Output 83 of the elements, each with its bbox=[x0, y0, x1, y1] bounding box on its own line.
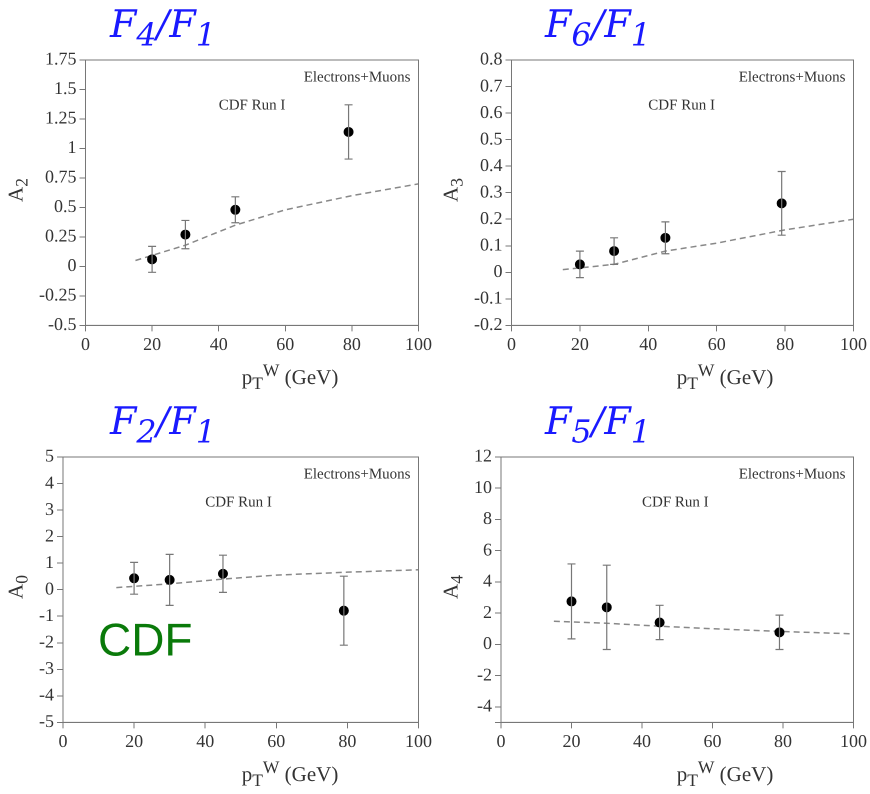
x-axis-title: p$_{T}$$^{W}$ (GeV) bbox=[676, 757, 774, 792]
y-tick-label: 0.8 bbox=[480, 48, 502, 69]
annotation: CDF Run I bbox=[648, 97, 715, 114]
annotation: CDF Run I bbox=[218, 97, 286, 114]
y-tick-label: 0.1 bbox=[480, 234, 502, 255]
annotation: Electrons+Muons bbox=[304, 69, 411, 86]
x-tick-label: 20 bbox=[570, 334, 589, 354]
y-tick-label: 1.5 bbox=[54, 78, 76, 98]
y-tick-label: 1 bbox=[67, 137, 76, 158]
x-tick-label: 20 bbox=[125, 730, 144, 751]
y-tick-label: -0.2 bbox=[474, 314, 502, 334]
y-tick-label: 10 bbox=[474, 476, 492, 497]
y-tick-label: 4 bbox=[483, 570, 492, 591]
x-tick-label: 40 bbox=[633, 730, 651, 751]
y-tick-label: 1 bbox=[44, 552, 54, 572]
y-tick-label: 5 bbox=[44, 446, 54, 466]
y-tick-label: 0.4 bbox=[480, 154, 502, 175]
annotation: CDF Run I bbox=[205, 494, 272, 510]
line-series bbox=[116, 569, 418, 588]
x-tick-label: 20 bbox=[143, 334, 162, 354]
annotation: Electrons+Muons bbox=[738, 466, 846, 482]
y-tick-label: 0 bbox=[44, 578, 54, 598]
y-tick-label: 1.75 bbox=[44, 48, 76, 69]
y-tick-label: 0.3 bbox=[480, 181, 502, 202]
x-tick-label: 60 bbox=[704, 730, 722, 751]
x-tick-label: 40 bbox=[639, 334, 658, 354]
x-tick-label: 40 bbox=[196, 730, 214, 751]
x-axis-title: p$_{T}$$^{W}$ (GeV) bbox=[240, 360, 340, 394]
x-axis-title: p$_{T}$$^{W}$ (GeV) bbox=[676, 360, 774, 394]
x-tick-label: 20 bbox=[562, 730, 580, 751]
y-tick-label: -2 bbox=[38, 632, 54, 652]
y-tick-label: 0.6 bbox=[480, 102, 502, 122]
chart-title: F$_{6}$/F$_{1}$ bbox=[545, 2, 651, 54]
y-tick-label: 2 bbox=[44, 525, 54, 546]
y-tick-label: 3 bbox=[44, 498, 54, 519]
y-tick-label: -3 bbox=[38, 658, 54, 678]
chart-title: F$_{5}$/F$_{1}$ bbox=[545, 399, 651, 451]
y-tick-label: 0 bbox=[493, 261, 502, 282]
x-tick-label: 60 bbox=[267, 730, 286, 751]
y-tick-label: 0.2 bbox=[480, 208, 502, 228]
y-tick-label: 0 bbox=[483, 633, 492, 654]
line-series bbox=[562, 218, 854, 270]
y-tick-label: 0 bbox=[67, 255, 76, 276]
x-tick-label: 100 bbox=[840, 334, 867, 354]
x-tick-label: 80 bbox=[776, 334, 794, 354]
y-tick-label: -2 bbox=[477, 664, 492, 684]
y-tick-label: -0.25 bbox=[38, 284, 76, 305]
annotation: CDF Run I bbox=[642, 494, 709, 510]
y-tick-label: -5 bbox=[38, 711, 54, 732]
x-tick-label: 100 bbox=[405, 334, 432, 354]
y-tick-label: 4 bbox=[44, 472, 54, 492]
y-tick-label: 0.25 bbox=[44, 226, 76, 246]
x-tick-label: 0 bbox=[80, 334, 90, 354]
y-tick-label: 8 bbox=[483, 508, 492, 528]
y-tick-label: -4 bbox=[477, 696, 492, 716]
x-tick-label: 60 bbox=[708, 334, 726, 354]
x-tick-label: 100 bbox=[840, 730, 867, 751]
x-tick-label: 80 bbox=[342, 334, 361, 354]
line-series bbox=[134, 183, 418, 262]
y-tick-label: -4 bbox=[38, 684, 54, 705]
annotation: Electrons+Muons bbox=[738, 69, 846, 86]
y-tick-label: -1 bbox=[38, 604, 54, 625]
y-tick-label: 0.5 bbox=[54, 196, 76, 216]
x-tick-label: 80 bbox=[774, 730, 792, 751]
x-tick-label: 40 bbox=[210, 334, 228, 354]
y-tick-label: 1.25 bbox=[44, 108, 76, 128]
x-tick-label: 0 bbox=[506, 334, 516, 354]
y-tick-label: 6 bbox=[483, 539, 492, 560]
annotation: Electrons+Muons bbox=[304, 466, 411, 482]
x-tick-label: 100 bbox=[405, 730, 432, 751]
y-tick-label: 0.75 bbox=[44, 166, 76, 187]
x-tick-label: 60 bbox=[276, 334, 294, 354]
y-tick-label: 0.5 bbox=[480, 128, 502, 148]
chart-title: F$_{2}$/F$_{1}$ bbox=[110, 399, 216, 451]
y-tick-label: 12 bbox=[474, 446, 492, 466]
x-tick-label: 80 bbox=[338, 730, 356, 751]
y-tick-label: 0.7 bbox=[480, 75, 502, 96]
y-tick-label: -0.5 bbox=[48, 314, 76, 334]
y-tick-label: -0.1 bbox=[474, 288, 502, 308]
x-axis-title: p$_{T}$$^{W}$ (GeV) bbox=[240, 757, 340, 792]
annotation: CDF bbox=[98, 613, 193, 666]
chart-title: F$_{4}$/F$_{1}$ bbox=[110, 2, 216, 54]
y-tick-label: 2 bbox=[483, 602, 492, 622]
